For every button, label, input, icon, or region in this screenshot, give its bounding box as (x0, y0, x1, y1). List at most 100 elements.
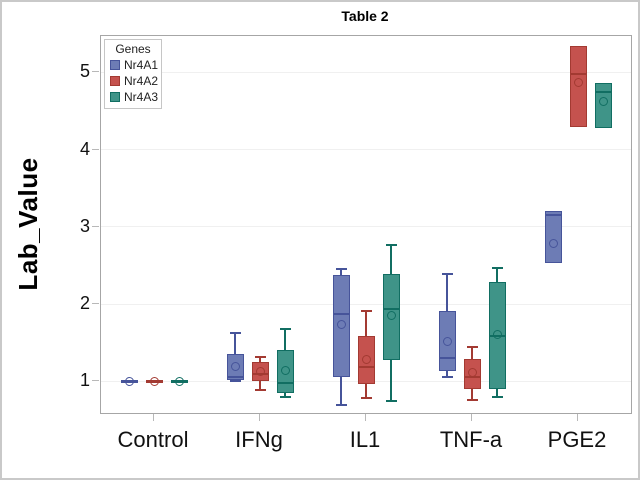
box-whisker (234, 332, 236, 355)
y-tick-mark (92, 71, 99, 73)
box-mean-marker-icon (598, 97, 608, 107)
box-mean-marker-icon (492, 330, 502, 340)
box-mean-marker-icon (573, 77, 583, 87)
box-whisker-cap (254, 388, 266, 391)
box-whisker-cap (254, 356, 266, 359)
box-mean-marker-icon (124, 376, 134, 386)
box-median (276, 381, 294, 384)
box-whisker-cap (279, 395, 291, 398)
x-tick-mark (365, 414, 366, 421)
box-mean-marker-icon (230, 362, 240, 372)
box-median (544, 214, 562, 217)
legend-label: Nr4A1 (124, 58, 159, 72)
box-mean-marker-icon (255, 366, 265, 376)
box-whisker-cap (441, 376, 453, 379)
legend-item: Nr4A2 (105, 73, 161, 89)
box-whisker (284, 328, 286, 350)
box-median (569, 72, 587, 75)
x-tick-mark (259, 414, 260, 421)
box-whisker (390, 244, 392, 274)
box-median (382, 308, 400, 311)
legend-swatch-nr4a1-icon (110, 60, 120, 70)
gridline (101, 72, 631, 73)
box-mean-marker-icon (386, 311, 396, 321)
x-category-label: TNF-a (439, 427, 503, 452)
y-tick-mark (92, 303, 99, 305)
box-whisker-cap (491, 395, 503, 398)
box-mean-marker-icon (442, 336, 452, 346)
box-whisker (365, 384, 367, 399)
box-whisker-cap (441, 272, 453, 275)
box-whisker (471, 389, 473, 400)
x-category-label: IFNg (235, 427, 283, 452)
box-mean-marker-icon (548, 239, 558, 249)
box-whisker (390, 360, 392, 401)
legend-items: Nr4A1 Nr4A2 Nr4A3 (105, 57, 161, 105)
box-body (544, 211, 562, 264)
box-whisker-cap (229, 380, 241, 383)
box-whisker-cap (335, 267, 347, 270)
y-tick-mark (92, 380, 99, 382)
box-whisker-cap (466, 398, 478, 401)
box-whisker-cap (229, 331, 241, 334)
box-whisker (446, 371, 448, 378)
legend-swatch-nr4a3-icon (110, 92, 120, 102)
legend-swatch-nr4a2-icon (110, 76, 120, 86)
gridline (101, 149, 631, 150)
box-whisker-cap (466, 346, 478, 349)
box-median (594, 90, 612, 93)
box-whisker (340, 376, 342, 406)
chart-title: Table 2 (341, 8, 389, 24)
y-tick-mark (92, 225, 99, 227)
box-whisker (496, 267, 498, 282)
box-mean-marker-icon (336, 320, 346, 330)
box-mean-marker-icon (174, 376, 184, 386)
legend-item: Nr4A3 (105, 89, 161, 105)
x-tick-mark (471, 414, 472, 421)
legend-title: Genes (115, 42, 151, 56)
box-whisker-cap (385, 243, 397, 246)
box-mean-marker-icon (280, 365, 290, 375)
box-median (332, 313, 350, 316)
y-tick-label: 1 (79, 370, 90, 391)
box-whisker-cap (360, 397, 372, 400)
y-tick-label: 3 (79, 215, 90, 236)
legend-label: Nr4A3 (124, 90, 159, 104)
box-median (438, 357, 456, 360)
box-whisker-cap (491, 266, 503, 269)
box-whisker (471, 347, 473, 359)
gridline (101, 226, 631, 227)
box-mean-marker-icon (149, 376, 159, 386)
box-whisker (340, 268, 342, 275)
x-tick-mark (153, 414, 154, 421)
y-axis-title: Lab_Value (13, 157, 43, 291)
box-mean-marker-icon (361, 355, 371, 365)
box-whisker (365, 311, 367, 337)
legend: Genes Nr4A1 Nr4A2 Nr4A3 (104, 39, 162, 109)
y-tick-label: 2 (79, 293, 90, 314)
box-whisker-cap (279, 327, 291, 330)
x-category-label: Control (117, 427, 189, 452)
plot-area (100, 35, 632, 414)
gridline (101, 304, 631, 305)
box-whisker-cap (360, 310, 372, 312)
box-mean-marker-icon (467, 368, 477, 378)
box-median (357, 365, 375, 368)
box-whisker (259, 380, 261, 390)
x-category-label: PGE2 (547, 427, 607, 452)
y-tick-label: 4 (79, 138, 90, 159)
y-tick-label: 5 (79, 61, 90, 82)
legend-label: Nr4A2 (124, 74, 159, 88)
x-category-label: IL1 (349, 427, 381, 452)
box-whisker (259, 357, 261, 362)
box-median (226, 376, 244, 379)
box-whisker (496, 389, 498, 397)
box-whisker (446, 273, 448, 311)
box-whisker-cap (385, 399, 397, 402)
box-whisker-cap (335, 404, 347, 407)
box-whisker (284, 392, 286, 397)
y-tick-mark (92, 148, 99, 150)
x-tick-mark (577, 414, 578, 421)
legend-item: Nr4A1 (105, 57, 161, 73)
